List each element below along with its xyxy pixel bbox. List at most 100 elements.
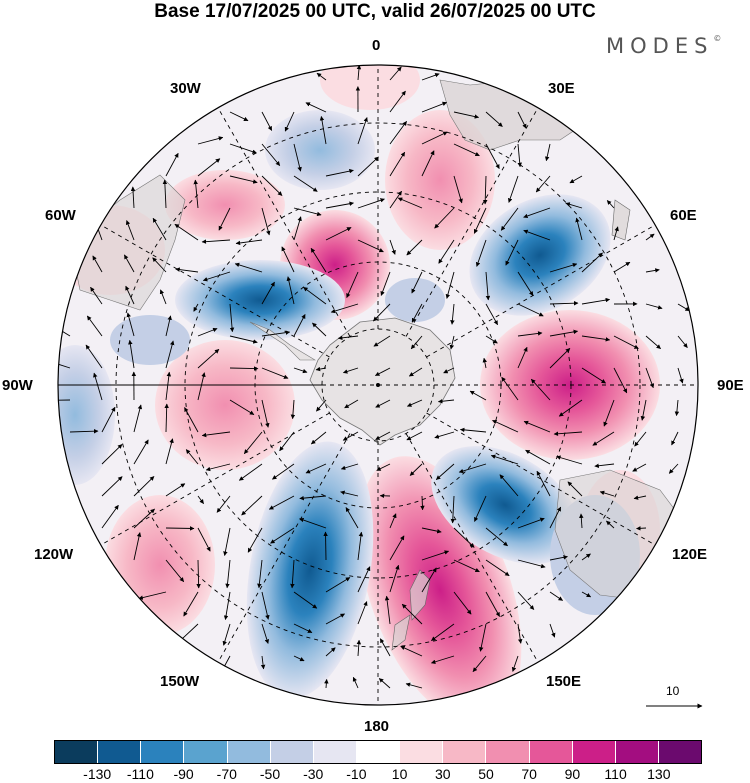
wind-vector: [293, 216, 302, 241]
wind-vector: [344, 399, 359, 409]
wind-vector: [133, 476, 155, 497]
meridian-line: [100, 224, 330, 358]
colorbar-tick-label: 110: [604, 766, 627, 782]
meridian-line: [217, 433, 351, 663]
wind-vector: [340, 463, 359, 470]
wind-vector: [379, 638, 391, 657]
logo-text: MODES: [606, 34, 714, 58]
wind-vector: [474, 495, 487, 522]
wind-vector: [197, 495, 204, 504]
wind-vector: [373, 303, 391, 322]
wind-vector: [671, 431, 679, 446]
reference-vector-label: 10: [666, 684, 680, 698]
wind-vector: [558, 399, 583, 417]
wind-vector: [234, 262, 263, 273]
label-120e: 120E: [672, 546, 708, 563]
label-150e: 150E: [546, 673, 582, 690]
wind-vector: [337, 335, 359, 341]
wind-vector: [434, 431, 455, 439]
wind-vector: [174, 223, 199, 241]
wind-vector: [235, 239, 263, 246]
wind-vector: [485, 591, 500, 617]
wind-vector: [453, 111, 480, 119]
wind-vector: [165, 152, 179, 177]
wind-vector: [469, 390, 487, 401]
wind-vector: [549, 506, 562, 529]
colorbar-tick-label: 50: [478, 766, 494, 782]
wind-vector: [223, 591, 231, 621]
label-60e: 60E: [670, 207, 697, 224]
colorbar-tick-label: -30: [303, 766, 324, 782]
label-30e: 30E: [548, 80, 575, 97]
wind-vector: [485, 111, 503, 127]
wind-vector: [222, 623, 231, 646]
wind-vector: [85, 344, 103, 369]
wind-vector: [293, 655, 305, 662]
wind-vector: [138, 591, 167, 600]
wind-vector: [325, 577, 351, 593]
wind-vector: [316, 399, 327, 412]
wind-vector: [193, 179, 199, 209]
wind-vector: [632, 463, 647, 472]
wind-vector: [517, 303, 544, 317]
wind-vector: [473, 207, 487, 234]
wind-vector: [633, 495, 647, 500]
wind-vector: [549, 300, 579, 306]
wind-vector: [420, 495, 425, 511]
new-zealand-land: [391, 569, 431, 651]
wind-vector: [284, 111, 295, 132]
colorbar-swatch: [614, 741, 658, 763]
wind-vector: [556, 455, 583, 465]
colorbar-swatch: [140, 741, 184, 763]
wind-vector: [299, 495, 327, 501]
wind-vector: [101, 504, 119, 529]
wind-vector: [389, 535, 405, 561]
wind-vector: [553, 431, 583, 437]
wind-vector: [260, 655, 266, 670]
colorbar-tick-label: 90: [564, 766, 581, 782]
wind-vector: [229, 111, 249, 122]
label-90w: 90W: [2, 377, 33, 394]
wind-vector: [594, 463, 615, 468]
wind-vector: [261, 399, 270, 428]
wind-vector: [345, 507, 359, 529]
wind-vector: [342, 431, 359, 441]
wind-vector: [389, 66, 402, 81]
wind-vector: [357, 601, 368, 625]
wind-vector: [581, 591, 592, 598]
wind-vector: [286, 276, 295, 305]
wind-vector: [530, 378, 551, 401]
wind-vector: [674, 399, 680, 417]
wind-vector: [549, 623, 556, 638]
wind-vector: [325, 227, 352, 241]
wind-vectors: [58, 65, 690, 689]
colorbar-swatch: [183, 741, 227, 763]
label-0: 0: [372, 37, 381, 54]
wind-vector: [375, 431, 391, 440]
wind-vector: [340, 490, 359, 497]
wind-vector: [523, 420, 551, 433]
wind-vector: [357, 531, 364, 561]
wind-vector: [197, 527, 211, 552]
wind-vector: [508, 175, 519, 203]
wind-vector: [569, 175, 583, 184]
label-120w: 120W: [34, 546, 74, 563]
wind-vector: [352, 676, 359, 689]
wind-vector: [517, 517, 545, 529]
wind-vector: [421, 567, 437, 593]
wind-vector: [411, 303, 423, 323]
wind-vector: [485, 527, 508, 547]
wind-vector: [196, 559, 201, 589]
negative-anomaly: [110, 315, 190, 365]
wind-vector: [101, 406, 116, 433]
wind-vector: [356, 639, 362, 657]
wind-vector: [565, 202, 583, 209]
antarctica-land: [309, 317, 456, 446]
wind-vector: [581, 367, 606, 384]
wind-vector: [485, 559, 510, 577]
wind-vector: [293, 591, 318, 609]
wind-vector: [373, 335, 391, 347]
wind-vector: [523, 207, 551, 219]
wind-vector: [247, 527, 263, 553]
wind-vector: [603, 399, 615, 427]
